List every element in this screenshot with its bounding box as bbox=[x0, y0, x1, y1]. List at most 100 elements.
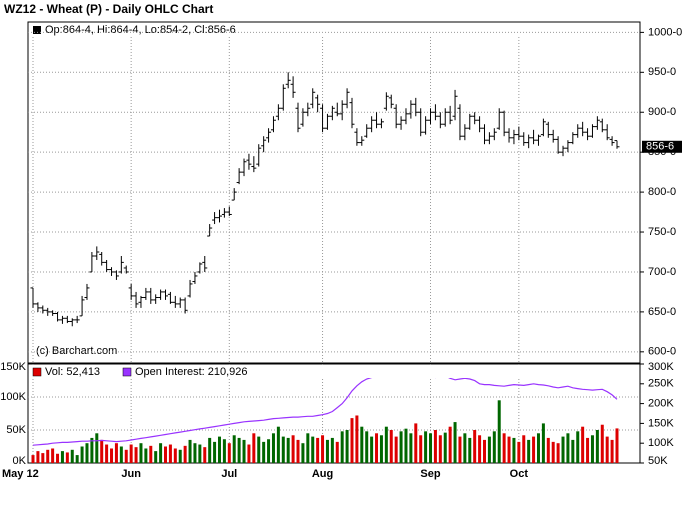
y-tick-label: 1000-0 bbox=[648, 26, 682, 38]
volume-bar bbox=[85, 443, 89, 463]
volume-bar bbox=[257, 436, 261, 463]
volume-bar bbox=[404, 428, 408, 463]
volume-bar bbox=[433, 430, 437, 463]
volume-bar bbox=[208, 437, 212, 463]
volume-bar bbox=[561, 436, 565, 463]
volume-bar bbox=[46, 449, 50, 463]
volume-bar bbox=[90, 437, 94, 463]
y-tick-label: 150K bbox=[0, 361, 26, 373]
volume-bar bbox=[365, 431, 369, 463]
volume-bar bbox=[217, 436, 221, 463]
y2-tick-label: 100K bbox=[648, 437, 674, 449]
y2-tick-label: 150K bbox=[648, 417, 674, 429]
volume-bar bbox=[566, 433, 570, 463]
y-tick-label: 950-0 bbox=[648, 66, 676, 78]
volume-bar bbox=[546, 437, 550, 463]
y-tick-label: 900-0 bbox=[648, 106, 676, 118]
x-tick-label: Jul bbox=[221, 468, 237, 480]
volume-bar bbox=[389, 430, 393, 463]
volume-bar bbox=[468, 437, 472, 463]
volume-bar bbox=[551, 441, 555, 463]
volume-bar bbox=[271, 433, 275, 463]
volume-bar bbox=[188, 439, 192, 463]
volume-bar bbox=[325, 439, 329, 463]
volume-bar bbox=[586, 437, 590, 463]
volume-bar bbox=[105, 444, 109, 463]
volume-bar bbox=[556, 443, 560, 463]
volume-bar bbox=[615, 428, 619, 463]
x-tick-label: Aug bbox=[312, 468, 333, 480]
volume-bar bbox=[119, 446, 123, 463]
volume-bar bbox=[429, 433, 433, 463]
volume-bar bbox=[581, 426, 585, 463]
volume-bar bbox=[227, 443, 231, 463]
volume-bar bbox=[414, 423, 418, 463]
volume-bar bbox=[424, 431, 428, 463]
volume-bar bbox=[541, 423, 545, 463]
volume-bar bbox=[75, 455, 79, 463]
volume-bar bbox=[605, 436, 609, 463]
volume-bar bbox=[463, 433, 467, 463]
volume-bar bbox=[164, 446, 168, 463]
y-tick-label: 0K bbox=[13, 455, 27, 467]
volume-bar bbox=[419, 435, 423, 463]
volume-bar bbox=[222, 439, 226, 463]
volume-bar bbox=[600, 424, 604, 463]
volume-bar bbox=[286, 437, 290, 463]
volume-bar bbox=[478, 435, 482, 463]
volume-bar bbox=[183, 445, 187, 463]
y-tick-label: 50K bbox=[6, 424, 26, 436]
volume-bar bbox=[443, 432, 447, 463]
volume-bar bbox=[80, 446, 84, 463]
volume-bar bbox=[375, 433, 379, 463]
volume-bar bbox=[178, 449, 182, 463]
y2-tick-label: 300K bbox=[648, 361, 674, 373]
volume-bar bbox=[296, 439, 300, 463]
volume-bar bbox=[335, 441, 339, 463]
volume-bar bbox=[100, 439, 104, 463]
volume-bar bbox=[512, 437, 516, 463]
volume-bar bbox=[350, 418, 354, 463]
volume-bar bbox=[232, 435, 236, 463]
volume-bar bbox=[198, 444, 202, 463]
x-tick-label: Sep bbox=[420, 468, 440, 480]
volume-bar bbox=[576, 431, 580, 463]
volume-bar bbox=[154, 451, 158, 463]
volume-bar bbox=[399, 431, 403, 463]
volume-bar bbox=[173, 448, 177, 463]
volume-bar bbox=[65, 452, 69, 463]
oi-line bbox=[32, 373, 618, 446]
x-tick-label: May 12 bbox=[2, 468, 39, 480]
legend-box bbox=[30, 366, 630, 378]
volume-bar bbox=[487, 436, 491, 463]
legend-box bbox=[30, 24, 630, 37]
y-tick-label: 100K bbox=[0, 391, 26, 403]
volume-bar bbox=[384, 426, 388, 463]
volume-bar bbox=[492, 431, 496, 463]
y-tick-label: 800-0 bbox=[648, 186, 676, 198]
last-price-tag bbox=[642, 140, 682, 153]
volume-bar bbox=[95, 433, 99, 463]
volume-bar bbox=[237, 437, 241, 463]
volume-panel bbox=[27, 363, 641, 464]
legend-swatch bbox=[33, 26, 41, 34]
volume-bar bbox=[193, 443, 197, 463]
volume-bar bbox=[134, 447, 138, 463]
volume-bar bbox=[291, 435, 295, 463]
source-note: (c) Barchart.com bbox=[36, 345, 117, 357]
volume-bar bbox=[203, 447, 207, 463]
y2-tick-label: 200K bbox=[648, 398, 674, 410]
volume-bar bbox=[51, 448, 55, 463]
volume-bar bbox=[482, 439, 486, 463]
volume-bar bbox=[517, 441, 521, 463]
volume-bar bbox=[149, 445, 153, 463]
volume-bar bbox=[31, 455, 35, 463]
volume-bar bbox=[252, 433, 256, 463]
volume-bar bbox=[311, 436, 315, 463]
volume-bar bbox=[610, 439, 614, 463]
x-tick-label: Oct bbox=[510, 468, 529, 480]
volume-bar bbox=[360, 426, 364, 463]
volume-bar bbox=[571, 439, 575, 463]
x-tick-label: Jun bbox=[121, 468, 141, 480]
